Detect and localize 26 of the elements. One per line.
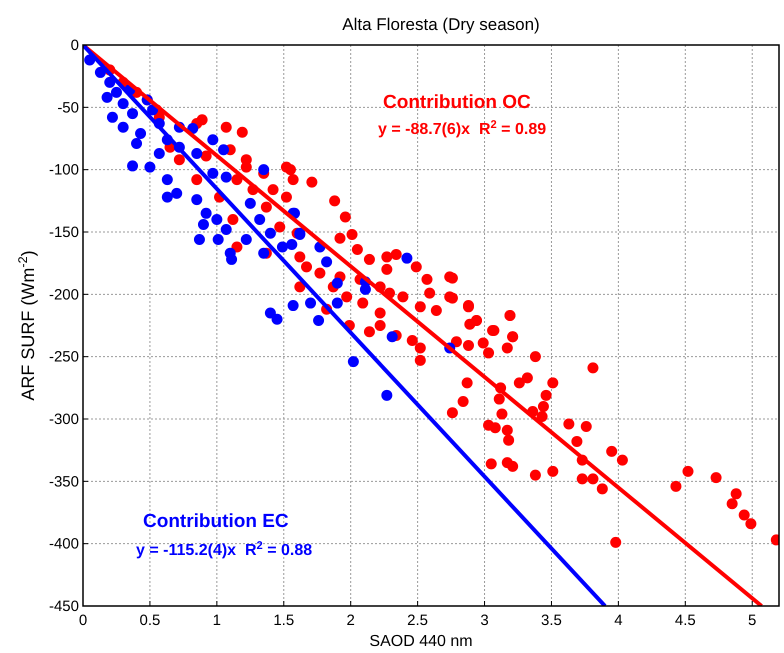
x-axis-title: SAOD 440 nm <box>369 633 473 650</box>
annotation: y = -88.7(6)x R$^{2}$ = 0.89 <box>378 119 546 138</box>
annotation: y = -115.2(4)x R$^{2}$ = 0.88 <box>136 540 312 559</box>
y-tick-label: -450 <box>48 598 79 615</box>
x-tick-label: 4 <box>614 612 623 629</box>
chart-title: Alta Floresta (Dry season) <box>342 15 540 34</box>
y-tick-label: -50 <box>57 99 79 116</box>
y-tick-label: 0 <box>70 37 79 54</box>
y-tick-label: -300 <box>48 411 79 428</box>
x-tick-label: 1.5 <box>273 612 294 629</box>
text: Contribution EC <box>143 511 289 532</box>
y-tick-label: -100 <box>48 162 79 179</box>
x-tick-label: 0.5 <box>139 612 160 629</box>
x-tick-label: 3.5 <box>541 612 562 629</box>
text: Contribution OC <box>383 92 532 113</box>
x-tick-label: 4.5 <box>674 612 696 629</box>
y-tick-label: -400 <box>48 536 79 553</box>
x-tick-label: 3 <box>480 612 489 629</box>
x-tick-label: 1 <box>212 612 222 629</box>
y-tick-label: -350 <box>48 473 79 490</box>
y-tick-label: -200 <box>48 286 79 304</box>
x-tick-label: 2.5 <box>407 612 428 629</box>
x-tick-label: 2 <box>346 612 355 629</box>
y-tick-label: -250 <box>48 348 79 366</box>
x-tick-label: 5 <box>748 612 756 629</box>
y-tick-label: -150 <box>48 224 79 241</box>
